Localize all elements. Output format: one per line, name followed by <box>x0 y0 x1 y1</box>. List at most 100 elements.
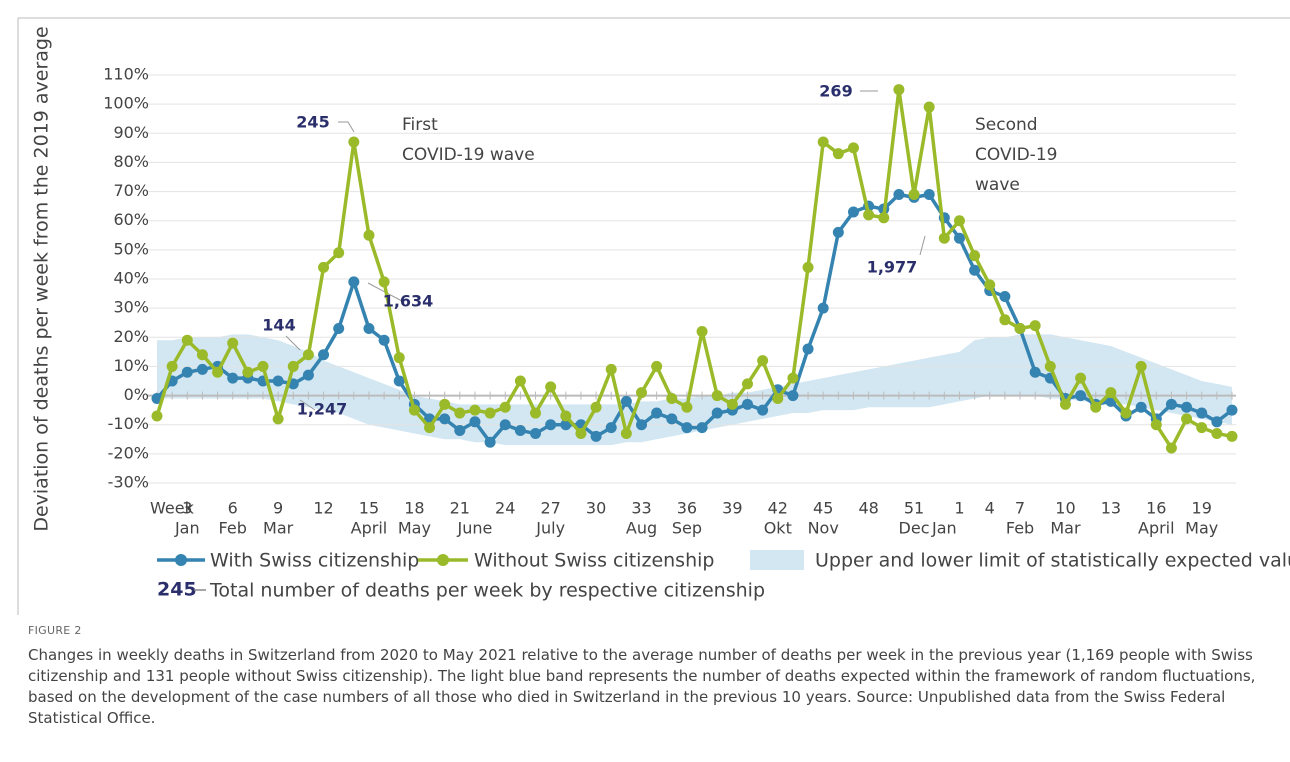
annotation: 245 <box>296 113 329 132</box>
data-point <box>636 419 648 431</box>
data-point <box>454 425 466 437</box>
data-point <box>923 188 935 200</box>
data-point <box>681 401 693 413</box>
data-point <box>741 398 753 410</box>
data-point <box>772 392 784 404</box>
data-point <box>1090 401 1102 413</box>
data-point <box>454 407 466 419</box>
data-point <box>847 206 859 218</box>
data-point <box>545 381 557 393</box>
data-point <box>953 232 965 244</box>
x-tick-label: 45 <box>813 499 833 518</box>
leader <box>285 335 301 351</box>
data-point <box>636 387 648 399</box>
data-point <box>666 413 678 425</box>
data-point <box>469 404 481 416</box>
data-point <box>499 401 511 413</box>
data-point <box>590 430 602 442</box>
data-point <box>1226 404 1238 416</box>
data-point <box>696 422 708 434</box>
leader <box>299 399 316 411</box>
data-point <box>605 422 617 434</box>
annotation: 144 <box>262 316 295 335</box>
y-tick-label: -20% <box>108 443 149 462</box>
data-point <box>1120 407 1132 419</box>
data-point <box>817 302 829 314</box>
x-tick-label: 21 <box>450 499 470 518</box>
y-tick-label: 110% <box>103 65 149 84</box>
data-point <box>741 378 753 390</box>
annotation-leaders <box>285 90 926 411</box>
month-label: July <box>535 519 565 538</box>
data-point <box>757 355 769 367</box>
data-point <box>1059 398 1071 410</box>
data-point <box>999 290 1011 302</box>
data-point <box>832 148 844 160</box>
x-tick-label: 3 <box>182 499 192 518</box>
data-point <box>318 349 330 361</box>
x-tick-label: 15 <box>359 499 379 518</box>
data-point <box>484 436 496 448</box>
x-tick-label: 18 <box>404 499 424 518</box>
data-point <box>953 215 965 227</box>
data-point <box>1150 419 1162 431</box>
legend-marker <box>175 554 187 566</box>
chart: Deviation of deaths per week from the 20… <box>17 17 1290 615</box>
month-label: May <box>398 519 431 538</box>
month-label: Jan <box>174 519 200 538</box>
y-axis-label: Deviation of deaths per week from the 20… <box>31 26 53 531</box>
data-point <box>378 334 390 346</box>
y-tick-label: -30% <box>108 473 149 492</box>
data-point <box>984 279 996 291</box>
data-point <box>1075 372 1087 384</box>
x-tick-label: 51 <box>904 499 924 518</box>
month-label: Mar <box>1050 519 1081 538</box>
data-point <box>590 401 602 413</box>
wave-label: COVID-19 <box>975 145 1057 165</box>
x-tick-label: 9 <box>273 499 283 518</box>
x-tick-label: 39 <box>722 499 742 518</box>
data-point <box>408 404 420 416</box>
month-label: Nov <box>808 519 839 538</box>
data-point <box>681 422 693 434</box>
y-tick-label: 30% <box>113 298 149 317</box>
legend-label: Upper and lower limit of statistically e… <box>815 550 1290 572</box>
data-point <box>181 334 193 346</box>
data-point <box>257 360 269 372</box>
data-point <box>696 325 708 337</box>
data-point <box>878 212 890 224</box>
data-point <box>166 360 178 372</box>
data-point <box>938 232 950 244</box>
wave-label: First <box>402 115 438 135</box>
x-tick-label: 27 <box>540 499 560 518</box>
x-tick-label: 10 <box>1055 499 1075 518</box>
data-point <box>333 323 345 335</box>
data-point <box>560 410 572 422</box>
data-point <box>560 419 572 431</box>
data-point <box>1135 401 1147 413</box>
caption-box: FIGURE 2 Changes in weekly deaths in Swi… <box>28 624 1268 729</box>
data-point <box>666 392 678 404</box>
data-point <box>605 363 617 375</box>
month-label: Mar <box>263 519 294 538</box>
data-point <box>787 390 799 402</box>
data-point <box>196 349 208 361</box>
month-label: Sep <box>672 519 702 538</box>
data-point <box>227 337 239 349</box>
data-point <box>424 422 436 434</box>
x-tick-label: 12 <box>313 499 333 518</box>
data-point <box>499 419 511 431</box>
data-point <box>1135 360 1147 372</box>
data-point <box>651 407 663 419</box>
month-label: April <box>1138 519 1175 538</box>
data-point <box>363 229 375 241</box>
data-point <box>969 264 981 276</box>
x-tick-label: 4 <box>985 499 995 518</box>
month-label: Jan <box>931 519 957 538</box>
month-label: Feb <box>219 519 247 538</box>
month-label: April <box>351 519 388 538</box>
legend-label: Without Swiss citizenship <box>474 550 714 572</box>
data-point <box>484 407 496 419</box>
data-point <box>348 276 360 288</box>
y-tick-label: 70% <box>113 181 149 200</box>
